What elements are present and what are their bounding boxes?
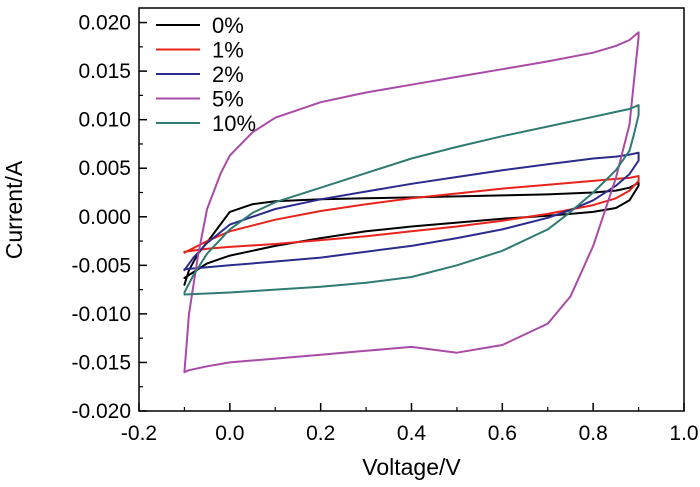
y-tick-label: 0.015 bbox=[78, 60, 131, 83]
series-line-3 bbox=[183, 31, 640, 374]
legend: 0%1%2%5%10% bbox=[156, 13, 256, 136]
legend-label-4: 10% bbox=[212, 111, 256, 136]
x-tick-label: -0.2 bbox=[121, 422, 157, 445]
y-axis-title: Current/A bbox=[1, 160, 27, 259]
y-tick-label: 0.000 bbox=[78, 206, 131, 229]
x-tick-label: 1.0 bbox=[669, 422, 698, 445]
y-tick-label: -0.020 bbox=[71, 400, 131, 423]
y-tick-label: -0.010 bbox=[71, 303, 131, 326]
legend-label-2: 2% bbox=[212, 62, 244, 87]
y-tick-label: 0.020 bbox=[78, 12, 131, 35]
y-tick-label: -0.015 bbox=[71, 351, 131, 374]
x-tick-label: 0.6 bbox=[488, 422, 517, 445]
x-tick-label: 0.8 bbox=[579, 422, 608, 445]
series-line-0 bbox=[183, 181, 640, 286]
y-tick-label: 0.005 bbox=[78, 157, 131, 180]
x-tick-label: 0.4 bbox=[397, 422, 427, 445]
legend-label-1: 1% bbox=[212, 38, 244, 63]
x-tick-label: 0.0 bbox=[215, 422, 244, 445]
x-axis-title: Voltage/V bbox=[362, 454, 461, 480]
y-tick-label: -0.005 bbox=[71, 254, 131, 277]
series-line-1 bbox=[183, 175, 640, 254]
legend-label-3: 5% bbox=[212, 87, 244, 112]
series-line-4 bbox=[183, 104, 640, 296]
series-layer bbox=[183, 31, 640, 374]
series-line-2 bbox=[183, 151, 640, 272]
axes-layer: -0.2 0.0 0.2 0.4 0.6 0.8 1.0 0.020 0.015 0.010 0.0… bbox=[71, 12, 698, 445]
y-tick-label: 0.010 bbox=[78, 109, 131, 132]
legend-label-0: 0% bbox=[212, 13, 244, 38]
x-tick-label: 0.2 bbox=[306, 422, 335, 445]
